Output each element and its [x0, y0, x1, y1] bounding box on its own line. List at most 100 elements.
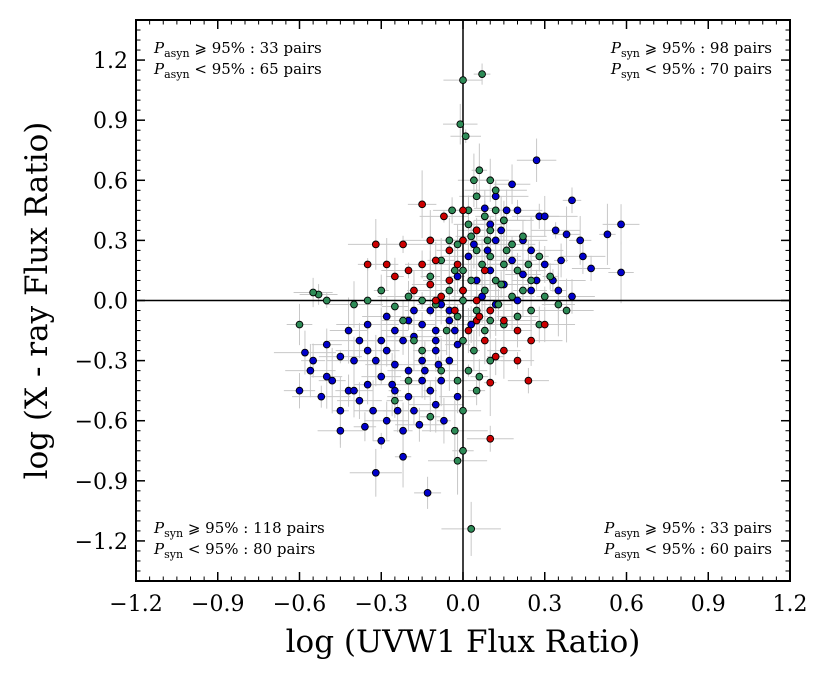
point-red — [459, 286, 467, 295]
point-blue — [519, 270, 527, 279]
point-blue — [363, 380, 372, 389]
point-blue — [440, 416, 448, 425]
point-red — [382, 260, 391, 269]
point-blue — [551, 226, 560, 235]
annotation-line: Pasyn < 95% : 65 pairs — [153, 60, 322, 81]
point-blue — [328, 376, 337, 385]
point-blue — [363, 320, 372, 329]
point-green — [399, 316, 407, 325]
point-blue — [391, 326, 399, 335]
point-green — [540, 292, 549, 301]
point-green — [309, 288, 317, 297]
point-green — [497, 280, 506, 289]
annotation-line: Pasyn ⩾ 95% : 33 pairs — [153, 39, 322, 60]
point-blue — [301, 348, 309, 357]
point-red — [540, 320, 549, 329]
point-blue — [513, 296, 522, 305]
point-blue — [382, 416, 391, 425]
point-green — [513, 266, 522, 275]
point-blue — [579, 252, 587, 261]
point-blue — [361, 422, 369, 431]
point-red — [480, 336, 489, 345]
point-blue — [336, 426, 345, 435]
point-green — [437, 366, 446, 375]
point-green — [478, 70, 486, 78]
x-axis-title: log (UVW1 Flux Ratio) — [286, 624, 641, 660]
point-blue — [617, 268, 625, 277]
point-blue — [391, 360, 399, 369]
point-blue — [426, 306, 435, 315]
point-blue — [355, 336, 364, 345]
point-blue — [371, 468, 380, 477]
point-red — [491, 352, 500, 361]
point-green — [546, 272, 555, 281]
point-blue — [404, 366, 413, 375]
point-blue — [295, 386, 304, 395]
x-tick-label: −0.6 — [273, 592, 326, 617]
x-tick-label: −1.2 — [109, 592, 162, 617]
point-green — [491, 206, 500, 215]
point-blue — [426, 386, 435, 395]
point-green — [461, 132, 470, 141]
point-blue — [450, 326, 459, 335]
point-green — [418, 346, 426, 355]
point-blue — [322, 340, 331, 349]
point-green — [450, 426, 459, 435]
point-green — [480, 326, 489, 335]
point-green — [426, 412, 435, 421]
point-green — [295, 320, 304, 329]
point-blue — [453, 340, 462, 349]
x-tick-label: 1.2 — [773, 592, 808, 617]
point-red — [440, 212, 448, 221]
point-red — [437, 292, 446, 301]
point-blue — [421, 366, 429, 375]
point-blue — [445, 356, 454, 365]
point-green — [467, 276, 476, 285]
point-red — [459, 206, 467, 215]
y-tick-label: −1.2 — [75, 530, 128, 555]
point-red — [486, 306, 495, 315]
point-blue — [382, 312, 391, 321]
point-blue — [431, 326, 440, 335]
point-red — [431, 256, 440, 265]
point-green — [404, 376, 413, 385]
point-red — [472, 226, 481, 235]
point-blue — [491, 236, 500, 245]
point-blue — [508, 256, 516, 265]
point-red — [418, 260, 426, 269]
point-blue — [431, 336, 440, 345]
point-blue — [508, 180, 516, 189]
annotation-line: Psyn ⩾ 95% : 98 pairs — [610, 39, 772, 60]
point-blue — [587, 264, 595, 273]
point-green — [491, 276, 500, 285]
point-blue — [410, 406, 418, 415]
point-green — [459, 76, 467, 84]
point-blue — [453, 392, 462, 401]
point-green — [535, 252, 544, 261]
annotation-line: Pasyn < 95% : 60 pairs — [603, 540, 772, 561]
point-red — [391, 272, 399, 281]
point-red — [472, 296, 481, 305]
point-red — [363, 260, 372, 269]
x-tick-label: 0.9 — [691, 592, 726, 617]
point-red — [480, 266, 489, 275]
point-green — [456, 120, 465, 129]
point-green — [513, 312, 522, 321]
point-red — [486, 434, 495, 443]
point-blue — [418, 376, 426, 385]
point-green — [519, 286, 527, 295]
point-green — [519, 232, 527, 241]
point-green — [391, 396, 399, 405]
point-green — [554, 300, 563, 309]
x-tick-label: −0.3 — [355, 592, 408, 617]
point-blue — [532, 156, 541, 165]
point-red — [464, 326, 473, 335]
point-green — [442, 326, 451, 335]
point-green — [486, 252, 495, 261]
point-red — [453, 260, 462, 269]
point-green — [350, 300, 358, 309]
point-blue — [540, 260, 549, 269]
point-blue — [399, 336, 407, 345]
plot-frame — [135, 19, 791, 582]
